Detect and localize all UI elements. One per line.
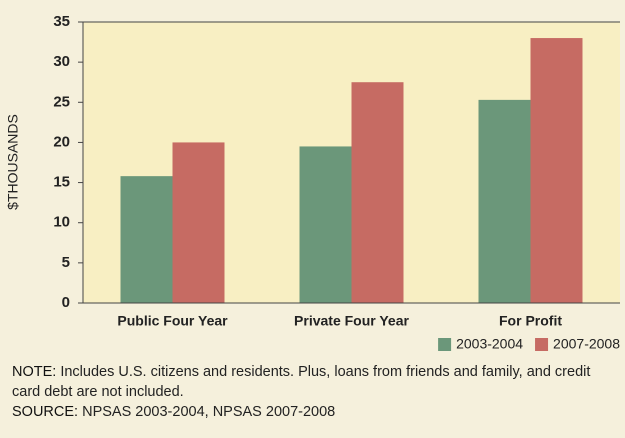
y-tick-label: 5 <box>62 254 70 271</box>
bar <box>299 146 352 303</box>
y-tick-label: 30 <box>53 53 70 70</box>
x-tick-label: For Profit <box>499 313 562 329</box>
x-tick-label: Private Four Year <box>294 313 409 329</box>
bar <box>120 176 173 303</box>
legend-swatch <box>535 338 549 351</box>
note-label: SOURCE: <box>12 404 79 420</box>
x-tick-label: Public Four Year <box>117 313 228 329</box>
y-axis-label: $THOUSANDS <box>5 114 21 210</box>
legend-swatch <box>438 338 452 351</box>
bar <box>530 38 583 304</box>
bar <box>478 99 531 304</box>
bar <box>172 142 225 303</box>
y-tick-label: 20 <box>53 133 70 150</box>
bar <box>351 82 404 303</box>
notes: NOTE: Includes U.S. citizens and residen… <box>12 362 612 422</box>
legend-label: 2007-2008 <box>553 336 620 352</box>
y-tick-label: 10 <box>53 214 70 231</box>
note: SOURCE: NPSAS 2003-2004, NPSAS 2007-2008 <box>12 402 612 422</box>
y-tick-label: 15 <box>53 174 70 191</box>
y-tick-label: 35 <box>53 13 70 30</box>
y-tick-label: 0 <box>62 294 70 311</box>
note-label: NOTE: <box>12 364 57 380</box>
y-tick-label: 25 <box>53 93 70 110</box>
note-text: NPSAS 2003-2004, NPSAS 2007-2008 <box>82 404 336 420</box>
note: NOTE: Includes U.S. citizens and residen… <box>12 362 612 402</box>
note-text: Includes U.S. citizens and residents. Pl… <box>12 364 591 400</box>
chart: $THOUSANDS 0 5 10 15 20 25 30 35 Public Four Yea… <box>5 13 621 352</box>
legend-label: 2003-2004 <box>456 336 523 352</box>
